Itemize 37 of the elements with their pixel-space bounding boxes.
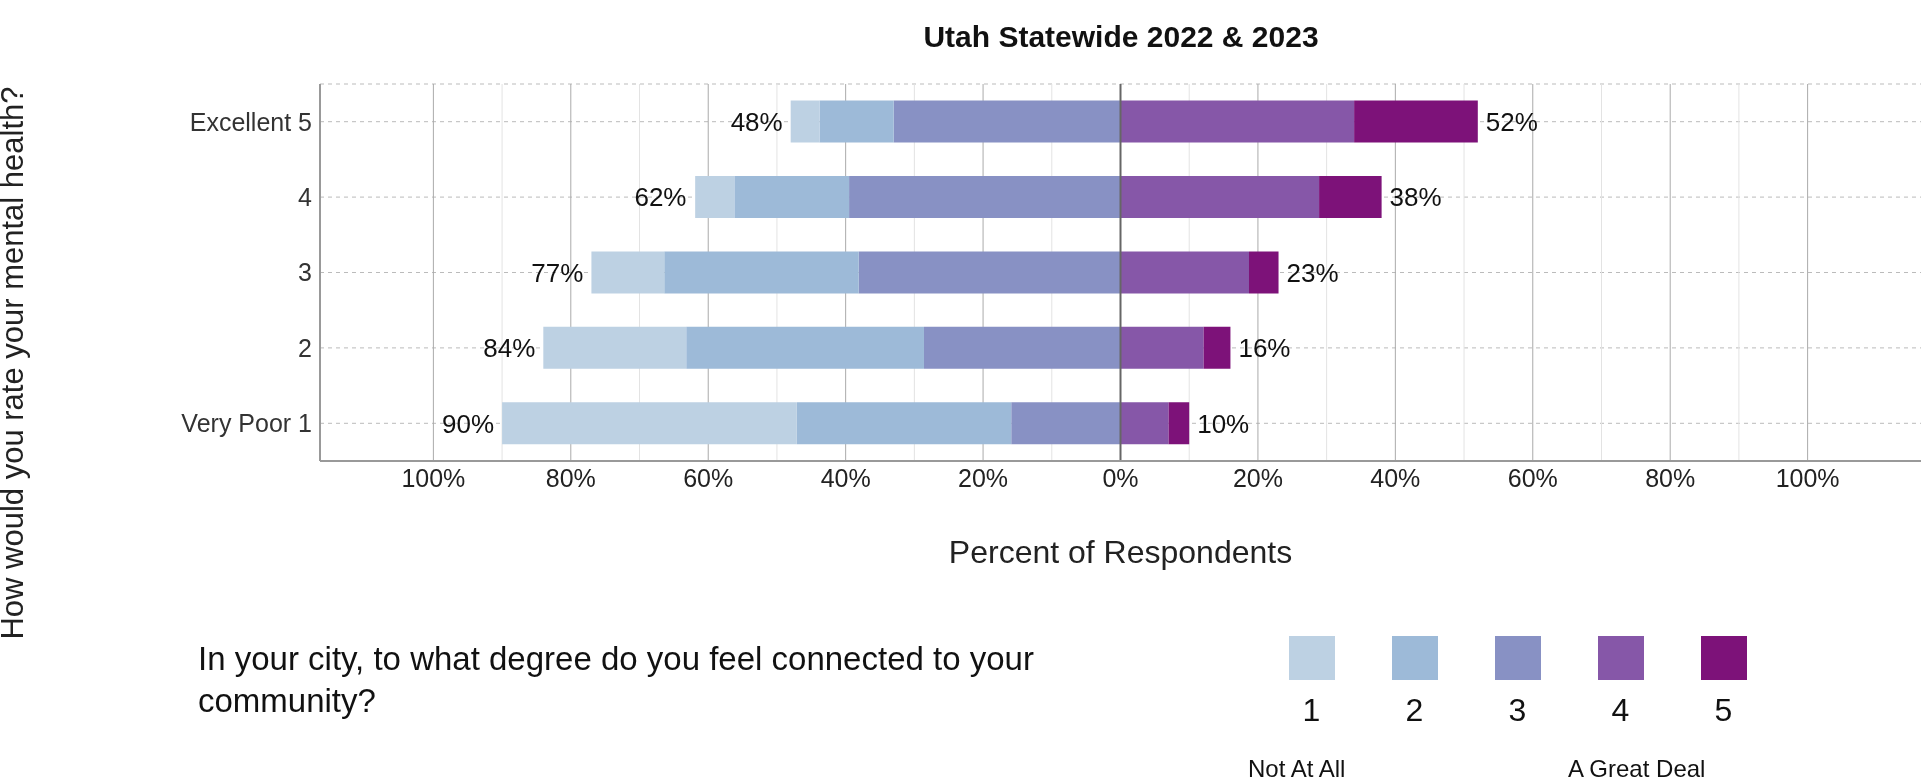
legend-label: 2 bbox=[1405, 692, 1424, 729]
y-tick-label: Excellent 5 bbox=[189, 107, 312, 136]
y-tick-label: 4 bbox=[298, 182, 313, 211]
text: Not At All bbox=[1248, 755, 1346, 783]
y-tick-label: Very Poor 1 bbox=[181, 409, 312, 438]
x-tick-label: 0% bbox=[1102, 463, 1139, 492]
annotation: 84% bbox=[483, 333, 536, 364]
legend-label: 1 bbox=[1302, 692, 1321, 729]
x-tick-label: 20% bbox=[1232, 463, 1283, 492]
annotation: 77% bbox=[531, 257, 584, 288]
annotation: 16% bbox=[1238, 333, 1291, 364]
legend-label: 3 bbox=[1508, 692, 1527, 729]
annotation: 38% bbox=[1389, 182, 1442, 213]
x-tick-label: 60% bbox=[683, 463, 734, 492]
x-tick-label: 40% bbox=[820, 463, 871, 492]
legend-label: 4 bbox=[1611, 692, 1630, 729]
annotation: 10% bbox=[1197, 408, 1250, 439]
x-tick-label: 80% bbox=[545, 463, 596, 492]
annotation: 90% bbox=[442, 408, 495, 439]
y-tick-label: 3 bbox=[298, 258, 312, 287]
x-axis-title: Percent of Respondents bbox=[948, 534, 1293, 570]
x-tick-label: 100% bbox=[1775, 463, 1840, 492]
x-tick-label: 20% bbox=[958, 463, 1009, 492]
y-axis-title: How would you rate your mental health? bbox=[0, 85, 31, 642]
x-tick-label: 100% bbox=[401, 463, 466, 492]
annotation: 62% bbox=[634, 182, 687, 213]
annotation: 48% bbox=[730, 106, 783, 137]
annotation: 23% bbox=[1286, 257, 1339, 288]
x-tick-label: 40% bbox=[1370, 463, 1421, 492]
text: A Great Deal bbox=[1568, 755, 1706, 783]
y-tick-label: 2 bbox=[298, 333, 312, 362]
x-tick-label: 80% bbox=[1645, 463, 1696, 492]
chart-title: Utah Statewide 2022 & 2023 bbox=[922, 20, 1320, 54]
x-tick-label: 60% bbox=[1507, 463, 1558, 492]
legend-label: 5 bbox=[1714, 692, 1733, 729]
annotation: 52% bbox=[1485, 106, 1538, 137]
legend-title: In your city, to what degree do you feel connected to your community? bbox=[198, 639, 1035, 721]
